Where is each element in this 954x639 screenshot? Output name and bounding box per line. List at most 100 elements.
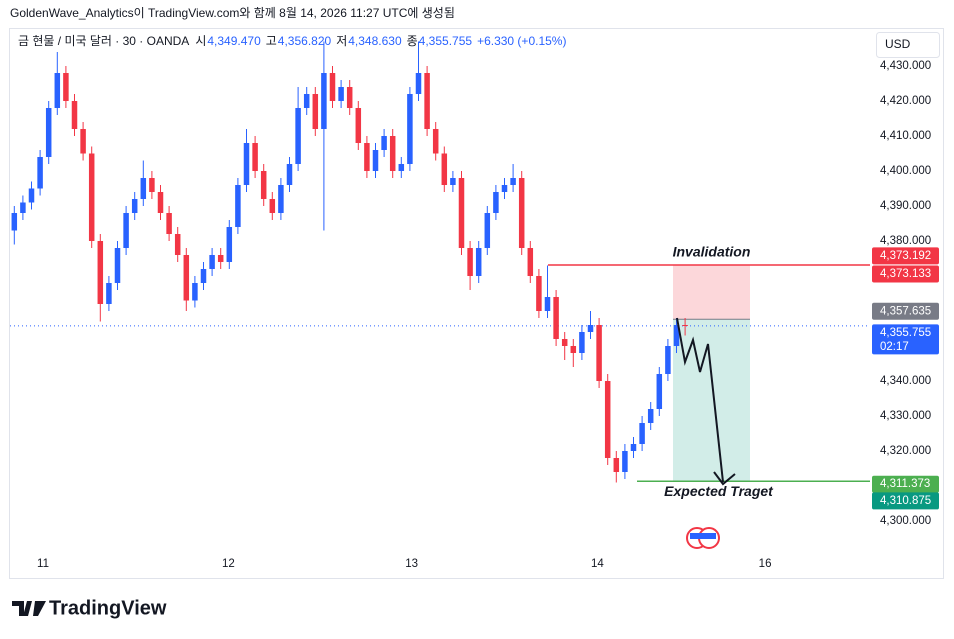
x-tick-label: 11 — [37, 558, 49, 570]
candle-body — [665, 345, 671, 374]
y-tick-label: 4,430.000 — [880, 60, 931, 72]
candle-body — [475, 247, 482, 276]
y-tick-label: 4,400.000 — [880, 165, 931, 177]
symbol: 금 현물 / 미국 달러 · 30 · OANDA — [18, 34, 189, 48]
candle-body — [467, 247, 473, 276]
candle-body — [97, 240, 104, 304]
candle-body — [174, 233, 181, 255]
candle-body — [140, 177, 147, 199]
x-tick-label: 14 — [591, 558, 604, 570]
axes: 4,300.000 4,320.000 4,330.000 4,340.000 4,37… — [37, 60, 939, 570]
price-badge — [872, 247, 939, 265]
ohlc-value: 4,356.820 — [278, 34, 332, 48]
candle-body — [381, 135, 387, 150]
candle-body — [63, 72, 69, 101]
y-tick-label: 4,410.000 — [880, 130, 931, 142]
risk-zone — [673, 265, 750, 320]
candle-body — [166, 212, 172, 234]
candle-body — [536, 275, 542, 311]
candle-body — [226, 226, 233, 262]
y-tick-label: 4,330.000 — [880, 410, 931, 422]
x-tick-label: 13 — [405, 558, 418, 570]
price-badge-label: 4,373.192 — [880, 250, 931, 262]
price-badge-label: 4,311.373 — [880, 478, 930, 490]
candle-body — [424, 72, 430, 129]
candle-body — [389, 135, 396, 171]
candle-body — [183, 254, 190, 301]
candle-body — [243, 142, 250, 185]
x-tick-label: 16 — [759, 558, 772, 570]
candle-body — [570, 345, 577, 353]
legend-row: 금 현물 / 미국 달러 · 30 · OANDA 시 4,349.470 고 4,3… — [18, 34, 566, 48]
candle-body — [604, 380, 611, 458]
candle-body — [639, 422, 645, 444]
y-tick-label: 4,420.000 — [880, 95, 931, 107]
candle-body — [673, 324, 680, 346]
y-tick-label: 4,390.000 — [880, 200, 931, 212]
ohlc-value: 4,355.755 — [419, 34, 473, 48]
candle-body — [28, 188, 35, 203]
candle-body — [37, 156, 43, 189]
ohlc-value: 4,349.470 — [207, 34, 261, 48]
price-badge-label: 4,310.875 — [880, 495, 931, 507]
candle-body — [596, 324, 602, 381]
candle-body — [501, 184, 508, 192]
candle-body — [450, 177, 456, 185]
candle-body — [613, 457, 620, 472]
ohlc-key: 시 — [195, 34, 206, 48]
candle-body — [321, 72, 327, 129]
candle-body — [45, 107, 52, 157]
candle-body — [364, 142, 370, 171]
price-badge — [872, 265, 939, 283]
candle-body — [561, 338, 568, 346]
price-badge-label: 4,373.133 — [880, 268, 931, 280]
candle-body — [527, 247, 534, 276]
ohlc-key: 고 — [266, 34, 277, 48]
candle-body — [656, 373, 663, 409]
candle-body — [303, 93, 310, 108]
candle-body — [260, 170, 267, 199]
candle-body — [106, 282, 112, 304]
candle-body — [484, 212, 491, 248]
price-badge — [872, 302, 939, 320]
plot: Invalidation Expected Traget — [10, 41, 870, 499]
candle-body — [622, 450, 628, 472]
candle-body — [209, 254, 215, 269]
level-label: Expected Traget — [664, 483, 774, 499]
logo-icon — [12, 601, 46, 616]
x-tick-label: 12 — [222, 558, 235, 570]
candle-body — [192, 282, 198, 301]
candle-body — [20, 202, 26, 213]
y-tick-label: 4,340.000 — [880, 375, 931, 387]
currency-button[interactable] — [876, 32, 940, 58]
flags — [686, 527, 720, 549]
candle-body — [278, 184, 284, 213]
price-badge-label: 4,357.635 — [880, 305, 931, 317]
candle-body — [432, 128, 439, 154]
candle-body — [407, 93, 413, 164]
candle-body — [235, 184, 241, 227]
candle-body — [157, 191, 164, 213]
candle-body — [80, 128, 86, 154]
projection-path — [676, 317, 724, 483]
candle-body — [200, 268, 207, 283]
candle-body — [269, 198, 276, 213]
logo-text: TradingView — [49, 597, 167, 619]
attribution: GoldenWave_Analytics이 TradingView.com와 함… — [10, 6, 455, 20]
reward-zone — [673, 319, 750, 482]
candle-body — [312, 93, 319, 129]
candle-body — [510, 177, 516, 185]
y-tick-label: 4,300.000 — [880, 515, 931, 527]
candle-body — [647, 408, 654, 423]
candle-body — [346, 86, 353, 108]
ohlc-key: 저 — [336, 34, 347, 48]
price-badge — [872, 492, 939, 510]
candle-body — [286, 163, 293, 185]
candle-body — [544, 296, 551, 311]
candle-body — [295, 107, 301, 164]
candle-body — [329, 72, 336, 101]
chart-frame — [9, 28, 944, 579]
candle-body — [131, 198, 138, 213]
candle-body — [398, 163, 405, 171]
